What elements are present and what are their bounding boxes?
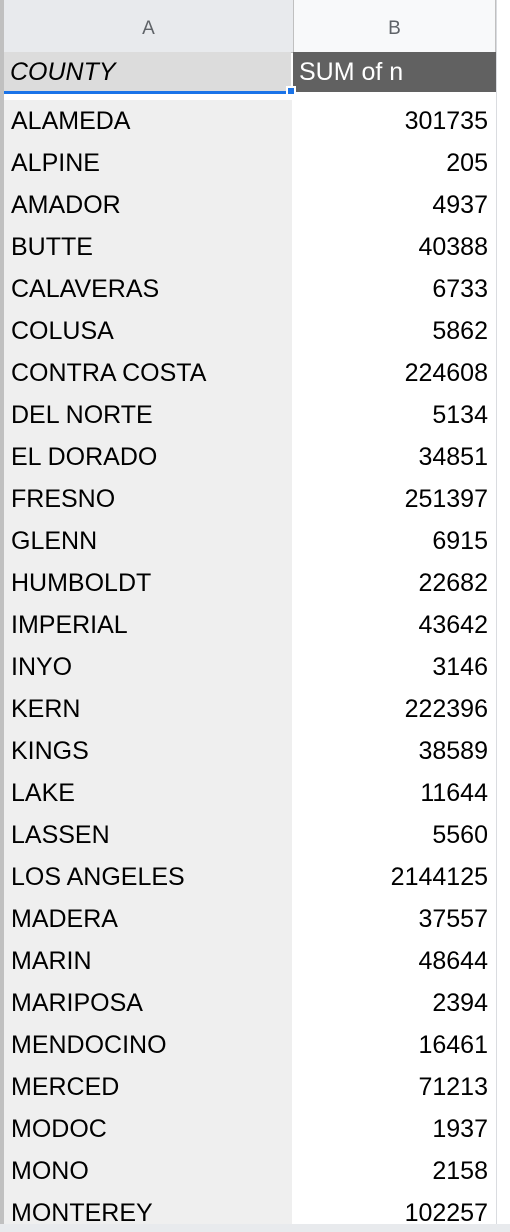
sum-cell[interactable]: 224608 [292,352,488,394]
county-cell[interactable]: MADERA [4,898,292,940]
county-header-cell[interactable]: COUNTY [4,52,291,94]
sum-cell[interactable]: 38589 [292,730,488,772]
table-row: DEL NORTE 5134 [4,394,496,436]
table-row: MERCED 71213 [4,1066,496,1108]
table-row: LAKE 11644 [4,772,496,814]
table-row: BUTTE 40388 [4,226,496,268]
county-cell[interactable]: CONTRA COSTA [4,352,292,394]
table-row: AMADOR 4937 [4,184,496,226]
table-row: INYO 3146 [4,646,496,688]
county-cell[interactable]: MARIN [4,940,292,982]
pivot-table: COUNTY SUM of n ALAMEDA 301735 ALPINE 205 AM… [4,52,496,1232]
table-row: MARIPOSA 2394 [4,982,496,1024]
county-cell[interactable]: COLUSA [4,310,292,352]
sum-header-cell[interactable]: SUM of n [293,52,496,92]
sum-cell[interactable]: 48644 [292,940,488,982]
sum-cell[interactable]: 1937 [292,1108,488,1150]
table-row: ALAMEDA 301735 [4,100,496,142]
sum-cell[interactable]: 251397 [292,478,488,520]
sum-cell[interactable]: 2394 [292,982,488,1024]
sum-cell[interactable]: 34851 [292,436,488,478]
table-row: LOS ANGELES 2144125 [4,856,496,898]
sum-cell[interactable]: 3146 [292,646,488,688]
table-row: CONTRA COSTA 224608 [4,352,496,394]
column-header-b[interactable]: B [294,0,496,52]
county-cell[interactable]: MERCED [4,1066,292,1108]
county-cell[interactable]: KERN [4,688,292,730]
county-cell[interactable]: BUTTE [4,226,292,268]
sum-cell[interactable]: 6733 [292,268,488,310]
table-row: IMPERIAL 43642 [4,604,496,646]
county-cell[interactable]: LAKE [4,772,292,814]
sum-cell[interactable]: 22682 [292,562,488,604]
county-cell[interactable]: ALPINE [4,142,292,184]
county-cell[interactable]: KINGS [4,730,292,772]
column-header-bar: A B [0,0,510,53]
sum-cell[interactable]: 40388 [292,226,488,268]
table-row: MENDOCINO 16461 [4,1024,496,1066]
sum-cell[interactable]: 5862 [292,310,488,352]
county-cell[interactable]: AMADOR [4,184,292,226]
pivot-rows: ALAMEDA 301735 ALPINE 205 AMADOR 4937 BUTTE 403… [4,100,496,1232]
county-cell[interactable]: CALAVERAS [4,268,292,310]
table-row: GLENN 6915 [4,520,496,562]
pivot-header-row: COUNTY SUM of n [4,52,496,96]
sum-cell[interactable]: 16461 [292,1024,488,1066]
county-cell[interactable]: DEL NORTE [4,394,292,436]
sum-cell[interactable]: 4937 [292,184,488,226]
sum-cell[interactable]: 43642 [292,604,488,646]
county-cell[interactable]: MODOC [4,1108,292,1150]
county-cell[interactable]: FRESNO [4,478,292,520]
sum-cell[interactable]: 71213 [292,1066,488,1108]
sum-cell[interactable]: 11644 [292,772,488,814]
sum-cell[interactable]: 2144125 [292,856,488,898]
county-cell[interactable]: HUMBOLDT [4,562,292,604]
county-cell[interactable]: MARIPOSA [4,982,292,1024]
table-row: FRESNO 251397 [4,478,496,520]
table-row: KINGS 38589 [4,730,496,772]
selection-fill-handle[interactable] [286,86,296,96]
county-cell[interactable]: MENDOCINO [4,1024,292,1066]
column-header-a[interactable]: A [0,0,294,52]
county-cell[interactable]: EL DORADO [4,436,292,478]
sum-cell[interactable]: 301735 [292,100,488,142]
county-cell[interactable]: ALAMEDA [4,100,292,142]
sum-cell[interactable]: 5560 [292,814,488,856]
table-row: MARIN 48644 [4,940,496,982]
county-cell[interactable]: LASSEN [4,814,292,856]
table-row: EL DORADO 34851 [4,436,496,478]
sum-cell[interactable]: 6915 [292,520,488,562]
table-row: MODOC 1937 [4,1108,496,1150]
sum-cell[interactable]: 222396 [292,688,488,730]
table-row: COLUSA 5862 [4,310,496,352]
sum-cell[interactable]: 5134 [292,394,488,436]
county-cell[interactable]: INYO [4,646,292,688]
sum-cell[interactable]: 2158 [292,1150,488,1192]
horizontal-scrollbar[interactable] [0,1224,510,1232]
sum-cell[interactable]: 205 [292,142,488,184]
table-row: ALPINE 205 [4,142,496,184]
county-cell[interactable]: MONO [4,1150,292,1192]
vertical-scrollbar[interactable] [496,0,510,1232]
table-row: CALAVERAS 6733 [4,268,496,310]
table-row: HUMBOLDT 22682 [4,562,496,604]
table-row: LASSEN 5560 [4,814,496,856]
county-cell[interactable]: GLENN [4,520,292,562]
table-row: MONO 2158 [4,1150,496,1192]
table-row: KERN 222396 [4,688,496,730]
county-cell[interactable]: LOS ANGELES [4,856,292,898]
county-cell[interactable]: IMPERIAL [4,604,292,646]
table-row: MADERA 37557 [4,898,496,940]
sum-cell[interactable]: 37557 [292,898,488,940]
row-header-edge [0,52,4,1232]
